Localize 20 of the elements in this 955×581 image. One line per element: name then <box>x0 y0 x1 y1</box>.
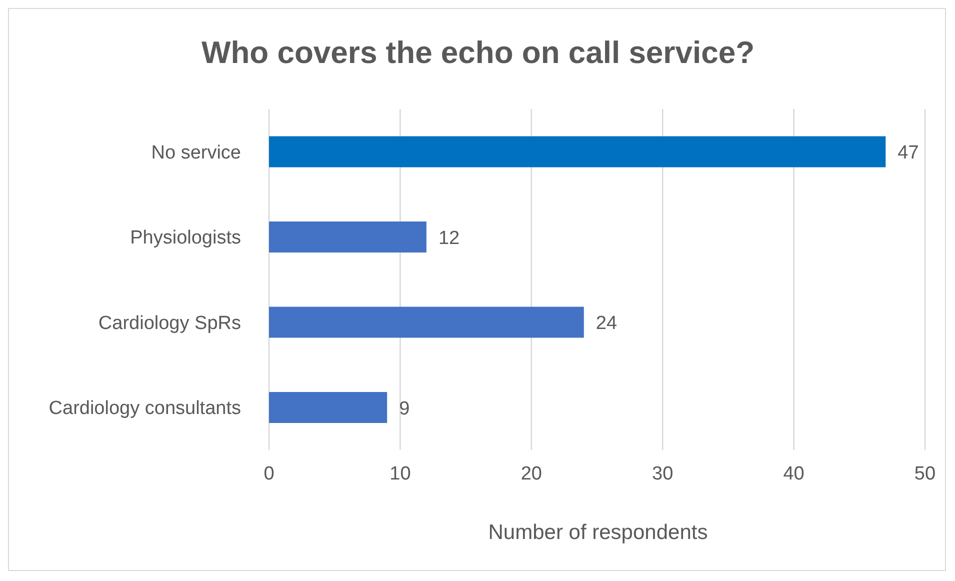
y-tick-label: Physiologists <box>130 228 241 249</box>
bar <box>269 136 886 168</box>
x-axis-title: Number of respondents <box>487 521 709 545</box>
x-tick-label: 40 <box>783 463 804 484</box>
data-label: 9 <box>399 398 410 420</box>
bar <box>269 392 388 424</box>
data-label: 12 <box>438 228 460 249</box>
x-tick-label: 20 <box>520 463 542 484</box>
x-tick-label: 50 <box>914 463 936 484</box>
y-tick-label: Cardiology consultants <box>48 398 241 420</box>
y-tick-label: No service <box>151 142 241 164</box>
bar <box>269 222 426 253</box>
chart-title: Who covers the echo on call service? <box>200 35 756 71</box>
bar <box>269 306 584 338</box>
x-tick-label: 30 <box>652 463 674 484</box>
x-tick-label: 0 <box>264 463 274 484</box>
x-tick-label: 10 <box>390 463 411 484</box>
data-label: 24 <box>596 313 618 334</box>
y-tick-label: Cardiology SpRs <box>98 312 241 334</box>
data-label: 47 <box>898 142 919 164</box>
